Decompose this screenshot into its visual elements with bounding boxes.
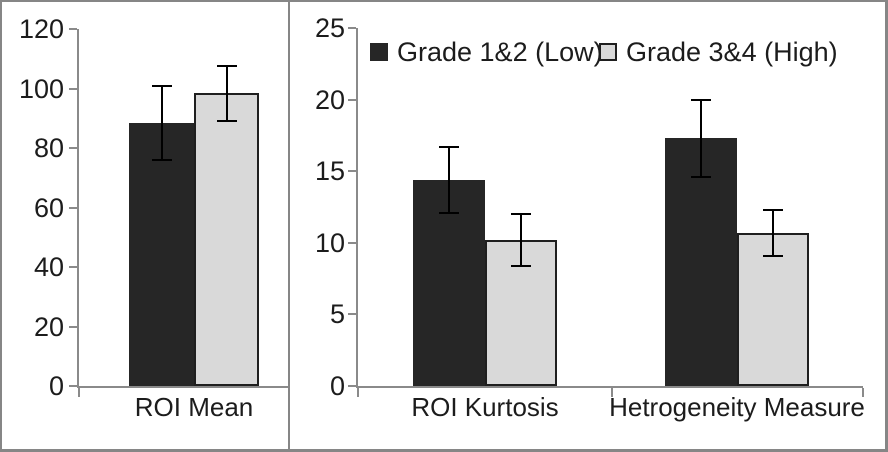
error-bar-line <box>225 65 228 121</box>
y-tick-mark <box>348 98 356 101</box>
x-tick-mark <box>357 388 359 397</box>
y-tick-mark <box>69 206 77 209</box>
y-tick-label: 120 <box>18 14 64 44</box>
legend-swatch-dark <box>370 43 388 61</box>
frame-right <box>885 0 888 452</box>
y-tick-label: 25 <box>314 13 345 43</box>
y-tick-mark <box>69 385 77 387</box>
y-tick-mark <box>69 87 77 90</box>
x-tick-mark <box>78 388 80 397</box>
y-tick-label: 60 <box>33 192 64 223</box>
bar-dark <box>665 138 737 386</box>
frame-left <box>0 0 2 452</box>
y-tick-mark <box>348 313 356 316</box>
y-tick-label: 15 <box>314 156 345 187</box>
error-bar-line <box>448 146 450 213</box>
x-axis-line <box>77 386 288 388</box>
bar-dark <box>413 179 485 386</box>
bar-light <box>737 232 809 386</box>
y-tick-mark <box>69 325 77 328</box>
category-label: Hetrogeneity Measure <box>609 392 865 422</box>
y-tick-mark <box>69 28 77 30</box>
error-bar-cap-bottom <box>216 119 237 122</box>
y-tick-label: 80 <box>33 133 64 163</box>
error-bar-cap-bottom <box>691 175 711 178</box>
y-tick-mark <box>348 241 356 244</box>
y-tick-mark <box>348 170 356 173</box>
y-tick-mark <box>69 147 77 149</box>
y-tick-label: 20 <box>314 84 345 115</box>
y-axis-line <box>356 28 358 386</box>
y-tick-label: 10 <box>314 227 345 258</box>
error-bar-cap-top <box>151 84 172 87</box>
error-bar-cap-bottom <box>151 158 172 161</box>
category-label: ROI Kurtosis <box>411 392 559 422</box>
legend-label: Grade 1&2 (Low) <box>397 37 603 67</box>
error-bar-cap-top <box>511 213 531 216</box>
error-bar-cap-bottom <box>763 254 783 257</box>
y-tick-mark <box>348 385 356 387</box>
frame-bottom <box>0 449 888 452</box>
y-axis-line <box>77 29 79 386</box>
y-tick-mark <box>69 266 77 268</box>
y-tick-label: 100 <box>18 73 64 104</box>
error-bar-line <box>772 209 774 256</box>
error-bar-cap-bottom <box>511 264 531 267</box>
x-tick-mark <box>611 388 613 397</box>
error-bar-cap-top <box>691 98 711 101</box>
y-tick-label: 20 <box>33 311 64 342</box>
legend-swatch-light <box>599 43 617 61</box>
y-tick-label: 40 <box>33 252 64 282</box>
error-bar-cap-top <box>439 145 459 148</box>
error-bar-line <box>160 85 163 160</box>
error-bar-cap-top <box>763 208 783 211</box>
error-bar-cap-top <box>216 64 237 67</box>
y-tick-label: 5 <box>329 299 345 330</box>
x-tick-mark <box>862 388 864 397</box>
y-tick-label: 0 <box>48 371 64 401</box>
bar-light <box>194 93 259 386</box>
bar-dark <box>129 122 194 386</box>
x-axis-line <box>356 386 863 388</box>
legend-label: Grade 3&4 (High) <box>626 37 838 67</box>
panel-divider <box>288 0 290 452</box>
error-bar-cap-bottom <box>439 211 459 214</box>
frame-top <box>0 0 888 2</box>
category-label: ROI Mean <box>134 392 254 422</box>
error-bar-line <box>700 99 702 177</box>
y-tick-mark <box>348 27 356 29</box>
error-bar-line <box>520 214 522 266</box>
y-tick-label: 0 <box>329 371 345 401</box>
